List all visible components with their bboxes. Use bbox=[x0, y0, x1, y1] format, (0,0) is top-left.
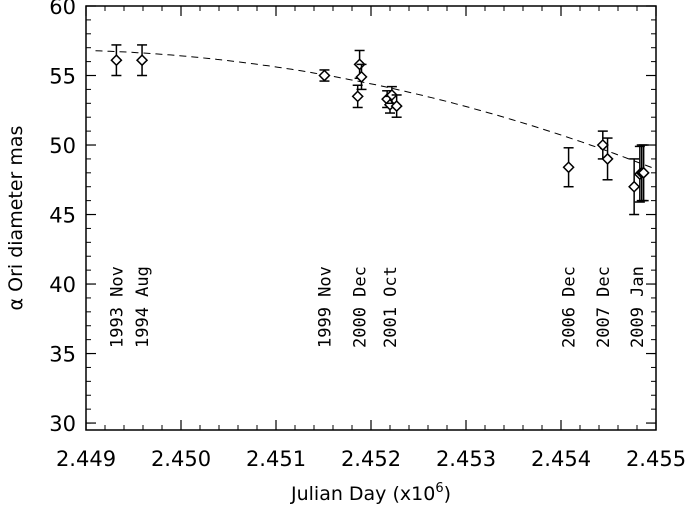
diamond-marker bbox=[110, 54, 123, 67]
y-tick-label: 45 bbox=[49, 204, 76, 228]
epoch-label: 1994 Aug bbox=[133, 266, 153, 348]
y-tick-label: 50 bbox=[49, 134, 76, 158]
y-axis-label: α Ori diameter mas bbox=[5, 126, 27, 311]
epoch-label: 2009 Jan bbox=[628, 266, 648, 348]
data-point bbox=[637, 144, 650, 202]
data-point bbox=[601, 137, 614, 181]
y-tick-label: 55 bbox=[49, 65, 76, 89]
x-tick-label: 2.450 bbox=[151, 447, 211, 471]
data-point bbox=[110, 44, 123, 77]
data-point bbox=[351, 84, 364, 109]
data-points-layer bbox=[110, 44, 650, 216]
x-tick-label: 2.452 bbox=[341, 447, 401, 471]
epoch-label: 1999 Nov bbox=[315, 266, 335, 348]
y-tick-label: 40 bbox=[49, 273, 76, 297]
x-tick-label: 2.451 bbox=[246, 447, 306, 471]
diamond-marker bbox=[601, 152, 614, 165]
diamond-marker bbox=[135, 54, 149, 67]
data-point bbox=[596, 130, 609, 160]
axis-ticks: 2.449 2.450 2.451 2.452 2.453 2.454 2.455 30 35 4… bbox=[49, 0, 686, 471]
plot-frame bbox=[85, 5, 657, 431]
diamond-marker bbox=[390, 100, 403, 113]
y-tick-label: 30 bbox=[49, 412, 76, 436]
data-point bbox=[390, 94, 403, 118]
epoch-label: 2001 Oct bbox=[381, 266, 401, 348]
data-point bbox=[135, 44, 149, 77]
x-tick-label: 2.455 bbox=[626, 447, 686, 471]
diamond-marker bbox=[351, 90, 364, 103]
diamond-marker bbox=[628, 180, 641, 193]
epoch-label: 2007 Dec bbox=[594, 266, 614, 348]
epoch-labels-layer: 1993 Nov 1994 Aug 1999 Nov 2000 Dec 2001 Oct… bbox=[107, 266, 648, 348]
diamond-marker bbox=[318, 69, 331, 82]
x-tick-label: 2.453 bbox=[436, 447, 496, 471]
x-axis-label: Julian Day (x106) bbox=[290, 481, 451, 505]
fit-curve bbox=[95, 50, 657, 170]
diamond-marker bbox=[596, 138, 609, 152]
diamond-marker bbox=[355, 70, 368, 83]
y-tick-label: 35 bbox=[49, 343, 76, 367]
data-point bbox=[562, 147, 575, 188]
data-point bbox=[318, 69, 331, 82]
epoch-label: 2006 Dec bbox=[560, 266, 580, 348]
y-tick-label: 60 bbox=[49, 0, 76, 19]
epoch-label: 1993 Nov bbox=[107, 266, 127, 348]
diamond-marker bbox=[637, 166, 650, 179]
x-tick-label: 2.454 bbox=[531, 447, 591, 471]
diamond-marker bbox=[562, 161, 575, 174]
data-point bbox=[355, 63, 368, 91]
fit-curve-layer bbox=[95, 50, 657, 170]
data-point bbox=[628, 158, 641, 216]
epoch-label: 2000 Dec bbox=[351, 266, 371, 348]
x-tick-label: 2.449 bbox=[56, 447, 116, 471]
